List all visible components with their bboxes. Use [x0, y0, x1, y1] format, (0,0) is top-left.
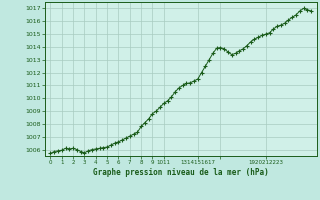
X-axis label: Graphe pression niveau de la mer (hPa): Graphe pression niveau de la mer (hPa) [93, 168, 269, 177]
